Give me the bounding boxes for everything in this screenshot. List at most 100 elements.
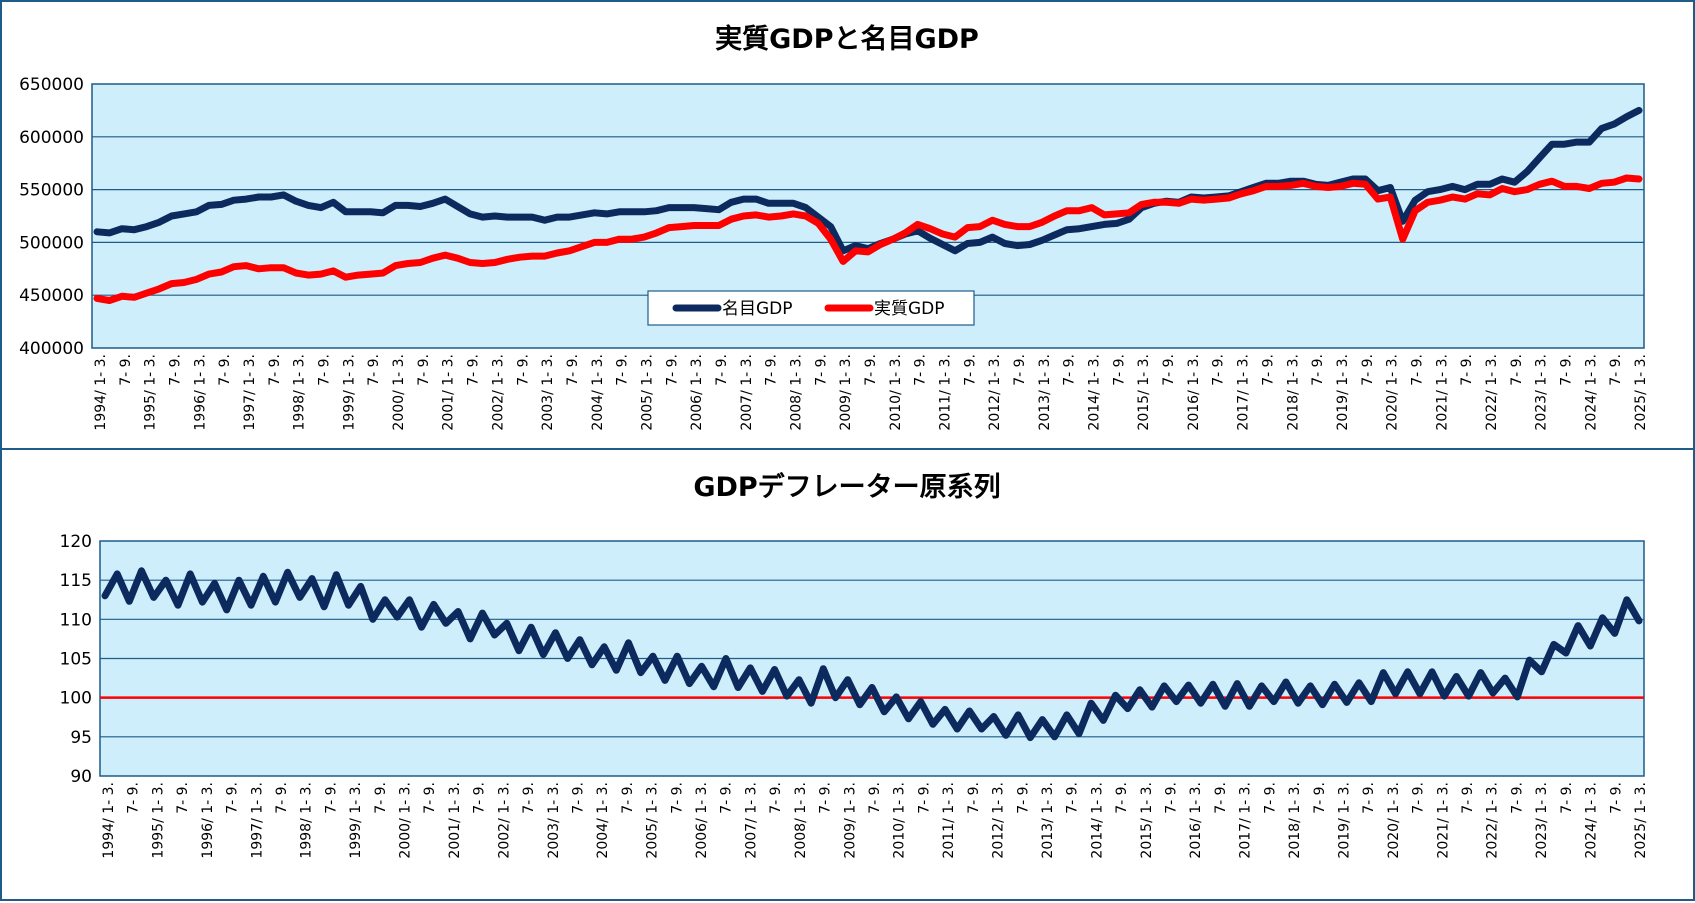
x-tick-label: 7- 9. <box>323 782 339 814</box>
gdp-chart: 実質GDPと名目GDP 400000 450000 500000 550000 60000… <box>19 23 1649 431</box>
x-tick-label: 7- 9. <box>1262 782 1278 814</box>
x-tick-label: 7- 9. <box>1161 354 1177 386</box>
x-tick-label: 2000/ 1- 3. <box>391 354 407 431</box>
x-tick-label: 2017/ 1- 3. <box>1238 782 1254 859</box>
x-tick-label: 2004/ 1- 3. <box>595 782 611 859</box>
x-tick-label: 7- 9. <box>472 782 488 814</box>
x-tick-label: 7- 9. <box>1559 782 1575 814</box>
x-tick-label: 2023/ 1- 3. <box>1534 354 1550 431</box>
deflator-chart-panel: GDPデフレーター原系列 90 95 100 105 110 115 120 1994/ 1- … <box>0 448 1695 901</box>
x-tick-label: 7- 9. <box>867 782 883 814</box>
x-tick-label: 7- 9. <box>521 782 537 814</box>
x-tick-label: 2008/ 1- 3. <box>793 782 809 859</box>
x-tick-label: 7- 9. <box>664 354 680 386</box>
chart-title: GDPデフレーター原系列 <box>693 471 1000 503</box>
x-tick-label: 2023/ 1- 3. <box>1534 782 1550 859</box>
x-tick-label: 7- 9. <box>1111 354 1127 386</box>
x-tick-label: 7- 9. <box>217 354 233 386</box>
x-tick-label: 2022/ 1- 3. <box>1484 354 1500 431</box>
x-tick-label: 7- 9. <box>317 354 333 386</box>
x-tick-label: 7- 9. <box>913 354 929 386</box>
x-tick-label: 2011/ 1- 3. <box>938 354 954 431</box>
y-tick-label: 100 <box>60 689 92 709</box>
series-line-実質GDP <box>93 174 1643 304</box>
gdp-chart-panel: 実質GDPと名目GDP 400000 450000 500000 550000 60000… <box>0 0 1695 450</box>
x-tick-label: 7- 9. <box>813 354 829 386</box>
x-tick-label: 7- 9. <box>719 782 735 814</box>
x-tick-label: 7- 9. <box>1062 354 1078 386</box>
legend-label: 名目GDP <box>722 299 793 319</box>
x-tick-label: 7- 9. <box>669 782 685 814</box>
x-tick-label: 1997/ 1- 3. <box>242 354 258 431</box>
x-tick-label: 7- 9. <box>366 354 382 386</box>
x-tick-label: 7- 9. <box>1608 782 1624 814</box>
x-tick-label: 2005/ 1- 3. <box>639 354 655 431</box>
x-tick-label: 2003/ 1- 3. <box>546 782 562 859</box>
x-tick-label: 7- 9. <box>764 354 780 386</box>
x-tick-label: 2012/ 1- 3. <box>991 782 1007 859</box>
x-tick-label: 2020/ 1- 3. <box>1385 354 1401 431</box>
x-tick-label: 7- 9. <box>1360 354 1376 386</box>
x-tick-label: 2009/ 1- 3. <box>842 782 858 859</box>
y-tick-label: 115 <box>60 571 92 591</box>
x-tick-label: 2002/ 1- 3. <box>490 354 506 431</box>
x-tick-label: 2022/ 1- 3. <box>1485 782 1501 859</box>
x-tick-label: 1997/ 1- 3. <box>249 782 265 859</box>
x-tick-label: 7- 9. <box>565 354 581 386</box>
x-tick-label: 2009/ 1- 3. <box>838 354 854 431</box>
x-tick-label: 2013/ 1- 3. <box>1040 782 1056 859</box>
x-tick-label: 2013/ 1- 3. <box>1037 354 1053 431</box>
x-tick-label: 7- 9. <box>126 782 142 814</box>
deflator-chart: GDPデフレーター原系列 90 95 100 105 110 115 120 1994/ 1- … <box>60 471 1649 859</box>
x-tick-label: 1999/ 1- 3. <box>341 354 357 431</box>
x-tick-label: 2006/ 1- 3. <box>694 782 710 859</box>
series-line-deflator <box>101 567 1643 742</box>
x-tick-label: 2006/ 1- 3. <box>689 354 705 431</box>
x-tick-label: 7- 9. <box>1260 354 1276 386</box>
y-tick-label: 90 <box>70 767 92 787</box>
y-tick-label: 120 <box>60 532 92 552</box>
x-tick-label: 2019/ 1- 3. <box>1335 354 1351 431</box>
x-tick-label: 1998/ 1- 3. <box>299 782 315 859</box>
x-tick-label: 7- 9. <box>570 782 586 814</box>
x-tick-label: 2016/ 1- 3. <box>1186 354 1202 431</box>
x-tick-label: 2008/ 1- 3. <box>788 354 804 431</box>
x-tick-label: 2000/ 1- 3. <box>398 782 414 859</box>
x-tick-label: 2010/ 1- 3. <box>892 782 908 859</box>
x-tick-label: 1998/ 1- 3. <box>292 354 308 431</box>
x-tick-label: 1996/ 1- 3. <box>200 782 216 859</box>
x-tick-label: 7- 9. <box>416 354 432 386</box>
y-tick-label: 550000 <box>19 181 84 201</box>
x-tick-label: 7- 9. <box>620 782 636 814</box>
x-tick-label: 2005/ 1- 3. <box>645 782 661 859</box>
x-tick-label: 1995/ 1- 3. <box>143 354 159 431</box>
x-tick-label: 7- 9. <box>1310 354 1326 386</box>
x-tick-label: 2025/ 1- 3. <box>1633 782 1649 859</box>
x-tick-label: 7- 9. <box>1411 782 1427 814</box>
x-tick-label: 2015/ 1- 3. <box>1139 782 1155 859</box>
x-tick-label: 2012/ 1- 3. <box>987 354 1003 431</box>
x-tick-label: 7- 9. <box>1509 354 1525 386</box>
x-tick-label: 2018/ 1- 3. <box>1287 782 1303 859</box>
x-tick-label: 7- 9. <box>1312 782 1328 814</box>
x-tick-label: 7- 9. <box>1012 354 1028 386</box>
x-tick-label: 2016/ 1- 3. <box>1188 782 1204 859</box>
x-tick-label: 7- 9. <box>175 782 191 814</box>
x-tick-label: 7- 9. <box>1211 354 1227 386</box>
x-tick-label: 7- 9. <box>1114 782 1130 814</box>
y-tick-label: 500000 <box>19 233 84 253</box>
x-tick-label: 2004/ 1- 3. <box>590 354 606 431</box>
x-tick-label: 7- 9. <box>966 782 982 814</box>
y-tick-label: 600000 <box>19 128 84 148</box>
x-tick-label: 7- 9. <box>274 782 290 814</box>
x-tick-label: 7- 9. <box>863 354 879 386</box>
x-tick-label: 2007/ 1- 3. <box>739 354 755 431</box>
y-tick-label: 95 <box>70 728 92 748</box>
y-tick-label: 110 <box>60 610 92 630</box>
x-tick-label: 7- 9. <box>818 782 834 814</box>
x-tick-label: 2002/ 1- 3. <box>496 782 512 859</box>
x-tick-label: 1999/ 1- 3. <box>348 782 364 859</box>
x-tick-label: 2003/ 1- 3. <box>540 354 556 431</box>
x-tick-label: 7- 9. <box>118 354 134 386</box>
y-tick-label: 105 <box>60 650 92 670</box>
